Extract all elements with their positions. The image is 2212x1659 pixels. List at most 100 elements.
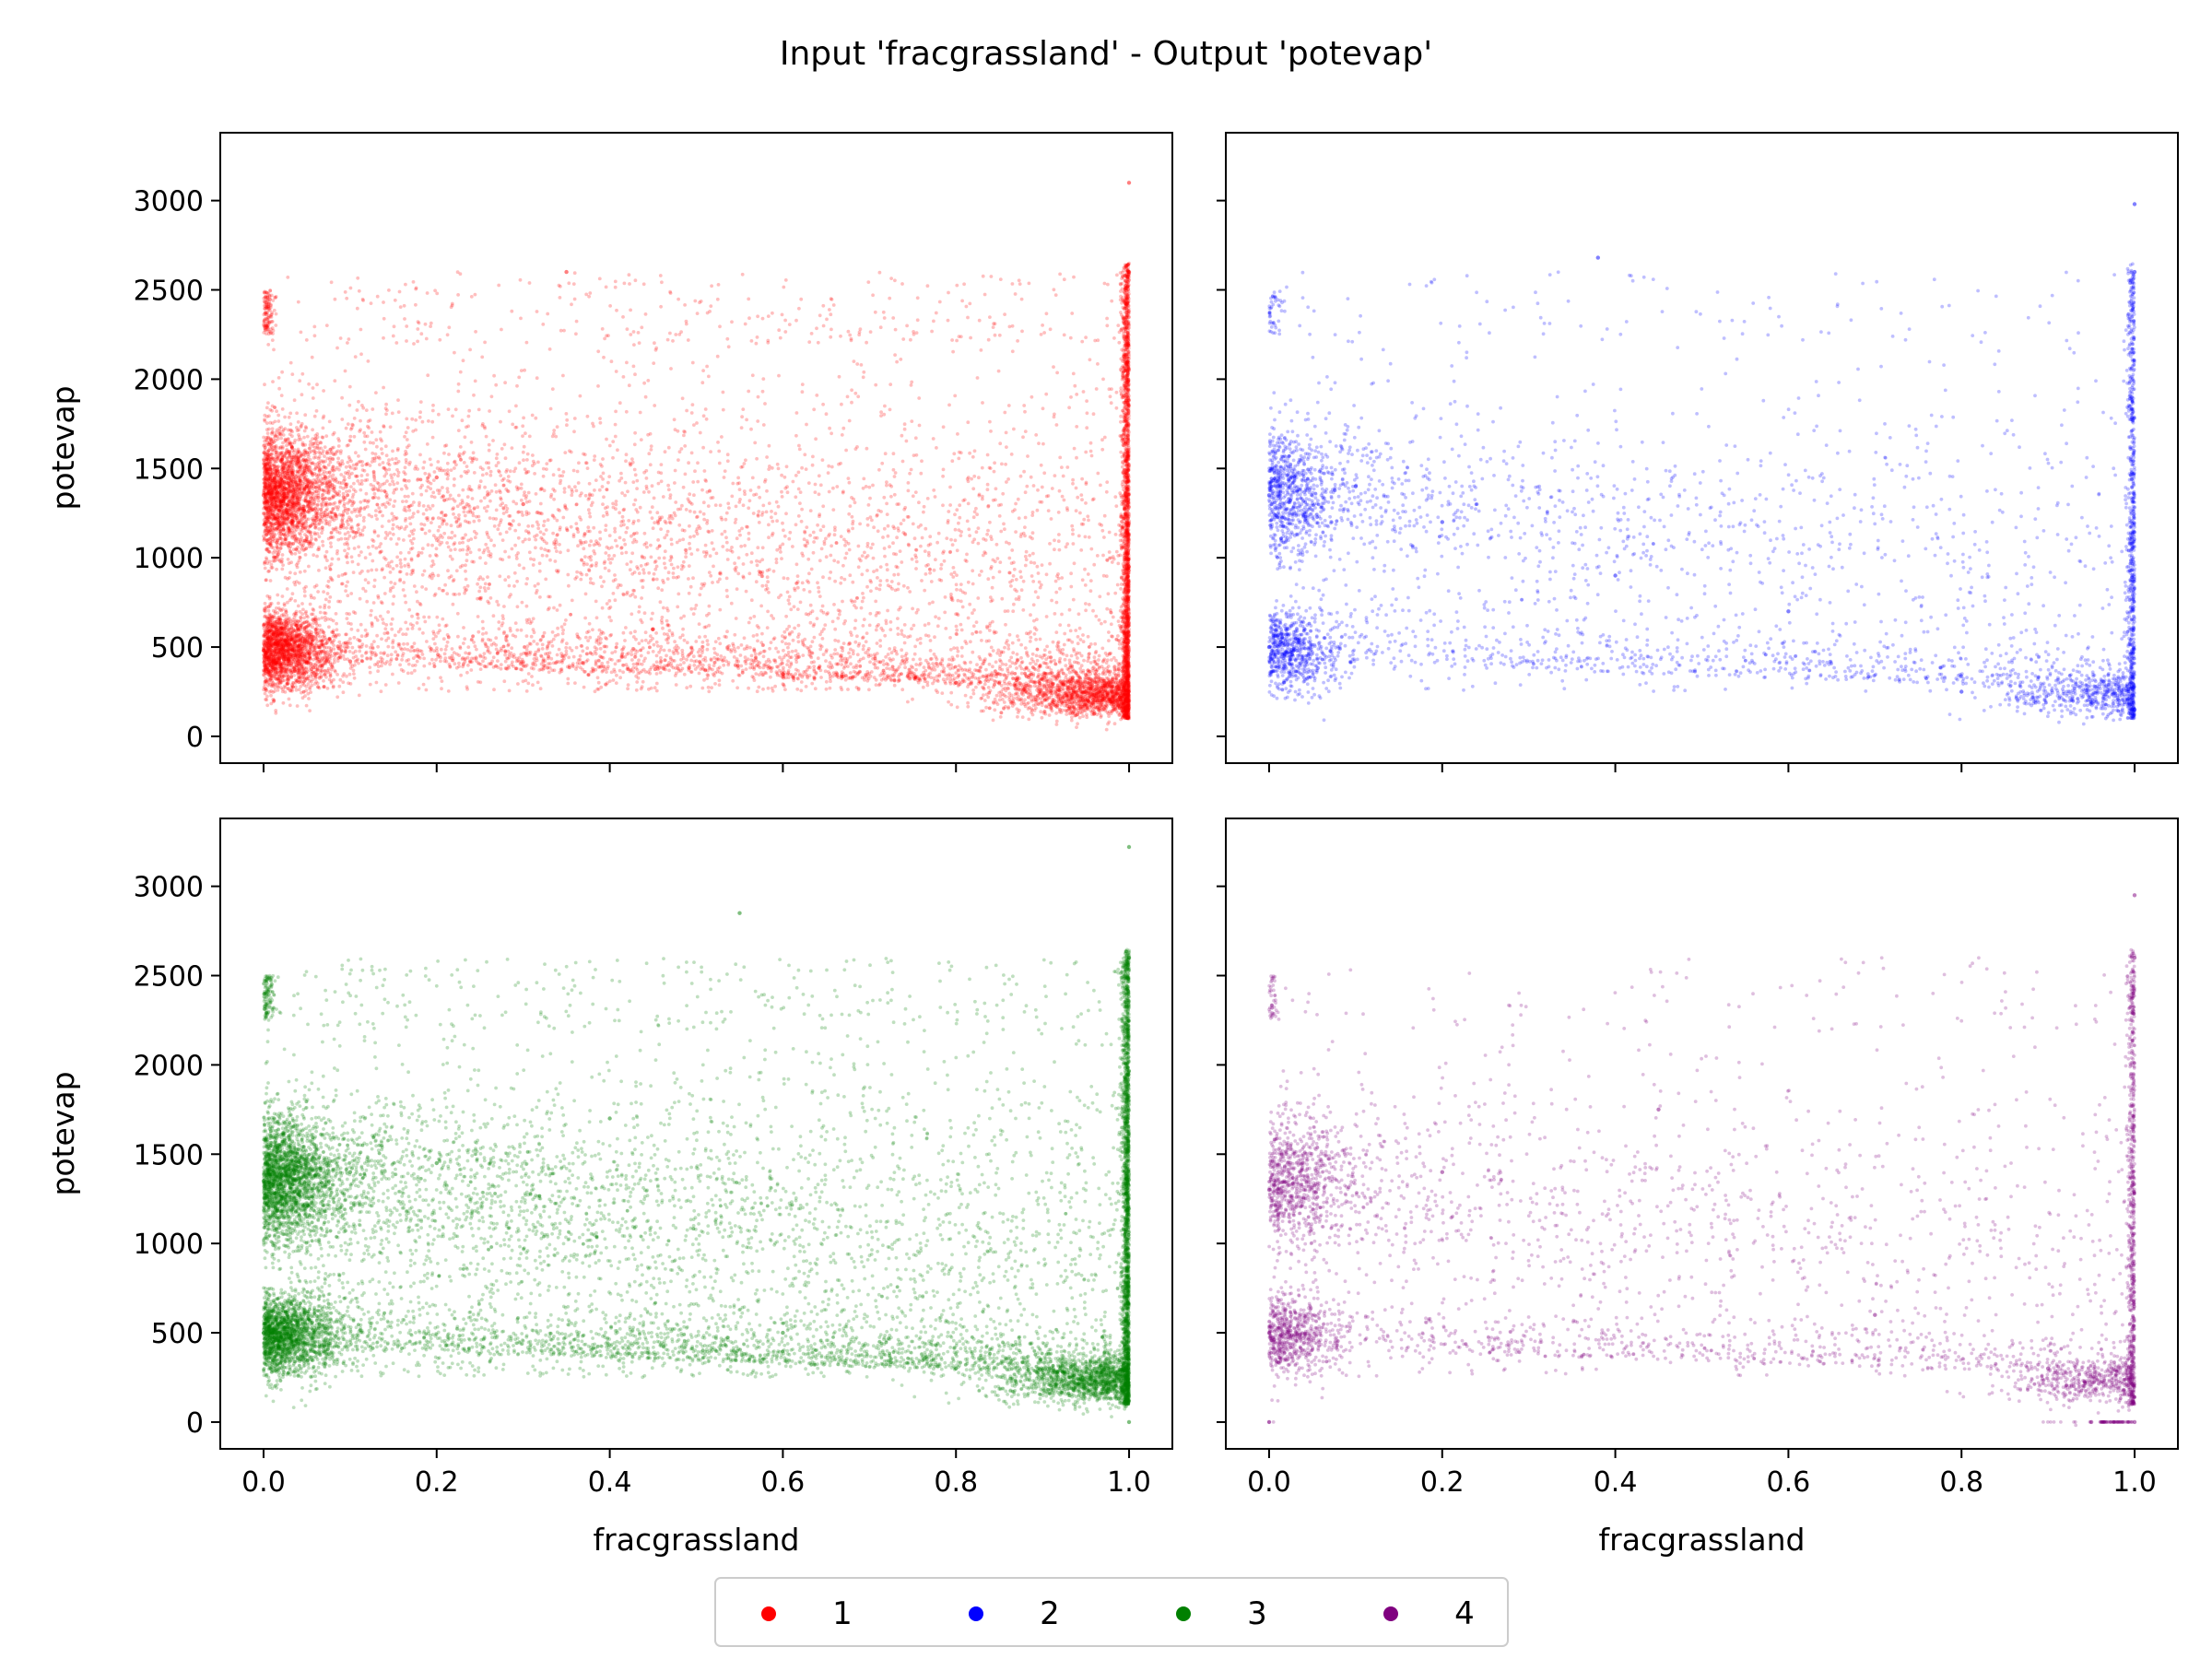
scatter-point — [276, 467, 280, 472]
scatter-point — [310, 472, 314, 477]
scatter-point — [380, 452, 384, 455]
scatter-point — [276, 521, 280, 525]
scatter-point — [302, 629, 306, 633]
scatter-point — [287, 441, 291, 445]
scatter-point — [287, 464, 291, 468]
scatter-point — [278, 479, 282, 484]
scatter-point — [882, 526, 887, 531]
scatter-point — [309, 506, 313, 511]
scatter-point — [337, 640, 342, 644]
scatter-point — [304, 478, 309, 483]
scatter-point — [308, 539, 312, 544]
scatter-point — [287, 543, 290, 547]
scatter-point — [393, 499, 397, 503]
scatter-point — [420, 419, 425, 424]
scatter-point — [287, 540, 290, 545]
scatter-point — [276, 491, 281, 496]
scatter-point — [430, 435, 435, 440]
scatter-point — [346, 422, 350, 426]
scatter-point — [277, 482, 282, 487]
scatter-point — [300, 526, 305, 530]
scatter-point — [371, 451, 375, 455]
scatter-point — [288, 461, 293, 465]
scatter-point — [452, 512, 455, 516]
scatter-point — [459, 474, 464, 478]
scatter-point — [299, 615, 302, 619]
scatter-point — [496, 461, 500, 465]
scatter-point — [271, 480, 275, 485]
scatter-point — [291, 495, 295, 500]
scatter-point — [277, 475, 282, 479]
scatter-point — [266, 462, 271, 465]
scatter-point — [273, 498, 277, 502]
scatter-point — [312, 637, 316, 641]
scatter-point — [287, 528, 291, 533]
scatter-point — [314, 489, 318, 494]
scatter-point — [323, 445, 327, 449]
scatter-point — [399, 487, 404, 491]
scatter-point — [262, 443, 265, 448]
scatter-point — [297, 676, 301, 680]
scatter-point — [502, 442, 507, 447]
scatter-point — [445, 461, 450, 465]
scatter-point — [262, 500, 266, 505]
scatter-point — [265, 450, 270, 454]
scatter-point — [347, 547, 351, 550]
scatter-point — [320, 525, 324, 530]
scatter-point — [263, 478, 267, 483]
scatter-point — [300, 518, 305, 522]
scatter-point — [265, 644, 269, 649]
scatter-point — [267, 491, 272, 496]
scatter-point — [266, 401, 270, 405]
scatter-point — [297, 500, 301, 503]
scatter-point — [270, 491, 275, 496]
scatter-point — [688, 524, 691, 528]
scatter-point — [268, 466, 272, 471]
scatter-point — [275, 546, 279, 550]
scatter-point — [276, 526, 279, 531]
scatter-point — [531, 453, 535, 457]
scatter-point — [273, 682, 277, 687]
scatter-point — [271, 430, 275, 434]
scatter-point — [403, 465, 407, 470]
scatter-point — [624, 459, 628, 464]
scatter-point — [264, 500, 267, 505]
scatter-point — [297, 688, 301, 692]
scatter-point — [476, 582, 479, 586]
scatter-point — [331, 630, 335, 635]
scatter-point — [327, 523, 332, 527]
scatter-point — [623, 480, 628, 485]
scatter-point — [278, 457, 283, 462]
scatter-point — [294, 629, 299, 633]
scatter-point — [604, 524, 608, 527]
scatter-point — [280, 522, 284, 526]
scatter-point — [282, 490, 287, 495]
scatter-point — [269, 490, 274, 495]
scatter-point — [324, 483, 329, 488]
scatter-point — [288, 432, 292, 437]
scatter-point — [337, 493, 341, 498]
scatter-point — [275, 465, 279, 469]
scatter-point — [265, 533, 268, 536]
scatter-point — [274, 448, 277, 452]
scatter-point — [281, 493, 285, 498]
scatter-point — [267, 559, 272, 564]
scatter-point — [272, 513, 276, 518]
scatter-point — [268, 510, 273, 513]
scatter-point — [286, 490, 290, 495]
scatter-point — [263, 413, 267, 418]
scatter-point — [282, 520, 286, 524]
scatter-point — [325, 480, 330, 485]
scatter-point — [279, 508, 284, 512]
scatter-point — [276, 508, 281, 512]
scatter-point — [282, 498, 286, 502]
scatter-point — [288, 460, 292, 465]
scatter-point — [298, 503, 302, 508]
scatter-point — [945, 536, 949, 540]
scatter-point — [453, 515, 458, 520]
scatter-point — [281, 480, 286, 485]
scatter-point — [488, 473, 493, 477]
scatter-point — [311, 498, 315, 502]
scatter-point — [647, 489, 651, 494]
scatter-point — [312, 449, 316, 453]
